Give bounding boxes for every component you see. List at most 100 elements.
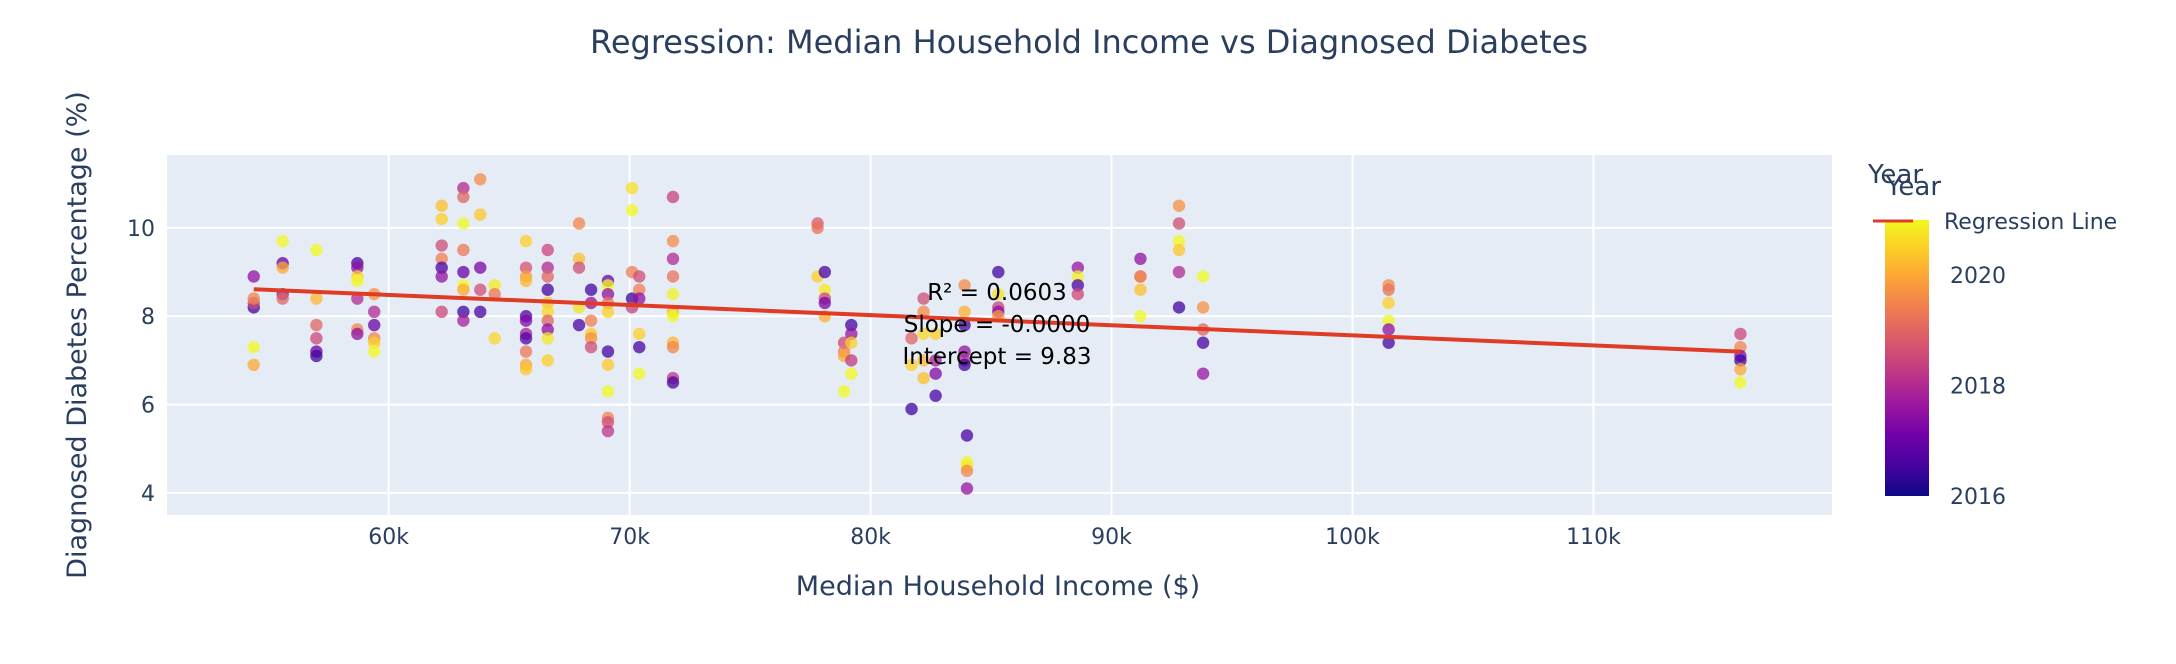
data-point <box>818 296 832 310</box>
data-point <box>1134 310 1147 323</box>
data-point <box>457 217 470 230</box>
data-point <box>310 332 323 345</box>
data-point <box>929 327 942 341</box>
data-point <box>457 265 470 279</box>
r-squared-annotation: R² = 0.0603 <box>927 280 1067 306</box>
data-point <box>351 261 364 274</box>
data-point <box>818 265 832 279</box>
data-point <box>958 305 971 319</box>
legend[interactable]: Year Regression Line <box>1867 160 2117 235</box>
data-point <box>992 265 1005 279</box>
data-point <box>845 354 858 367</box>
data-point <box>457 190 470 204</box>
data-point <box>435 305 448 319</box>
colorbar-tick-label: 2018 <box>1950 375 2006 400</box>
data-point <box>541 323 554 336</box>
data-point <box>601 424 615 438</box>
x-tick-label: 70k <box>609 525 650 550</box>
data-point <box>666 287 680 301</box>
data-point <box>666 270 680 283</box>
data-point <box>1734 354 1747 367</box>
data-point <box>1382 296 1395 310</box>
data-point <box>519 274 533 288</box>
data-point <box>457 314 470 327</box>
data-point <box>633 292 646 305</box>
data-point <box>601 385 615 398</box>
data-point <box>633 270 646 283</box>
data-point <box>905 402 918 416</box>
data-point <box>1071 287 1085 301</box>
data-point <box>1382 336 1395 349</box>
data-point <box>310 292 323 305</box>
data-point <box>992 287 1005 301</box>
data-point <box>519 345 533 358</box>
data-point <box>929 367 942 380</box>
data-point <box>541 243 554 257</box>
regression-line-layer <box>253 287 1741 354</box>
x-tick-label: 60k <box>368 525 409 550</box>
data-point <box>519 332 533 345</box>
legend-regression-line-label: Regression Line <box>1944 210 2117 235</box>
scatter-points <box>247 173 1747 495</box>
data-point <box>474 283 487 296</box>
data-point <box>633 327 646 341</box>
x-tick-label: 80k <box>850 525 891 550</box>
data-point <box>601 287 615 301</box>
data-point <box>601 279 615 292</box>
data-point <box>457 305 470 319</box>
data-point <box>457 243 470 257</box>
data-point <box>351 274 364 288</box>
data-point <box>457 181 470 195</box>
data-point <box>584 332 598 345</box>
data-point <box>1134 252 1147 266</box>
x-tick-label: 90k <box>1091 525 1132 550</box>
data-point <box>1734 363 1747 376</box>
y-tick-label: 10 <box>127 217 155 242</box>
data-point <box>1382 323 1395 336</box>
data-point <box>368 336 381 349</box>
data-point <box>845 318 858 332</box>
colorbar-title: Year <box>1885 172 1941 202</box>
data-point <box>1382 314 1395 327</box>
y-tick-label: 8 <box>141 305 155 330</box>
data-point <box>633 283 646 296</box>
data-point <box>625 204 639 217</box>
data-point <box>572 318 586 332</box>
data-point <box>572 217 586 230</box>
data-point <box>958 345 971 358</box>
data-point <box>474 208 487 221</box>
data-point <box>1134 283 1147 296</box>
data-point <box>474 305 487 319</box>
data-point <box>435 239 448 252</box>
data-point <box>368 318 381 332</box>
data-point <box>310 243 323 257</box>
data-point <box>905 332 918 345</box>
data-point <box>1382 283 1395 296</box>
data-point <box>457 283 470 296</box>
colorbar <box>1885 220 1929 496</box>
data-point <box>1196 270 1210 283</box>
data-point <box>811 221 824 235</box>
data-point <box>601 416 615 429</box>
data-point <box>247 340 260 354</box>
data-point <box>1071 279 1085 292</box>
data-point <box>666 252 680 266</box>
legend-title: Year <box>1867 160 1923 190</box>
data-point <box>633 340 646 354</box>
data-point <box>666 340 680 354</box>
data-point <box>474 173 487 186</box>
regression-annotation: R² = 0.0603 Slope = -0.0000 Intercept = … <box>903 280 1092 370</box>
data-point <box>1196 367 1210 380</box>
data-point <box>310 349 323 363</box>
data-point <box>276 261 289 274</box>
data-point <box>917 327 930 341</box>
data-point <box>474 261 487 274</box>
data-point <box>1134 270 1147 283</box>
data-point <box>1172 217 1186 230</box>
x-tick-label: 110k <box>1566 525 1621 550</box>
data-point <box>276 292 289 305</box>
data-point <box>818 283 832 296</box>
y-tick-label: 6 <box>141 394 155 419</box>
colorbar-tick-labels: 2016 2018 2020 <box>1950 264 2006 510</box>
